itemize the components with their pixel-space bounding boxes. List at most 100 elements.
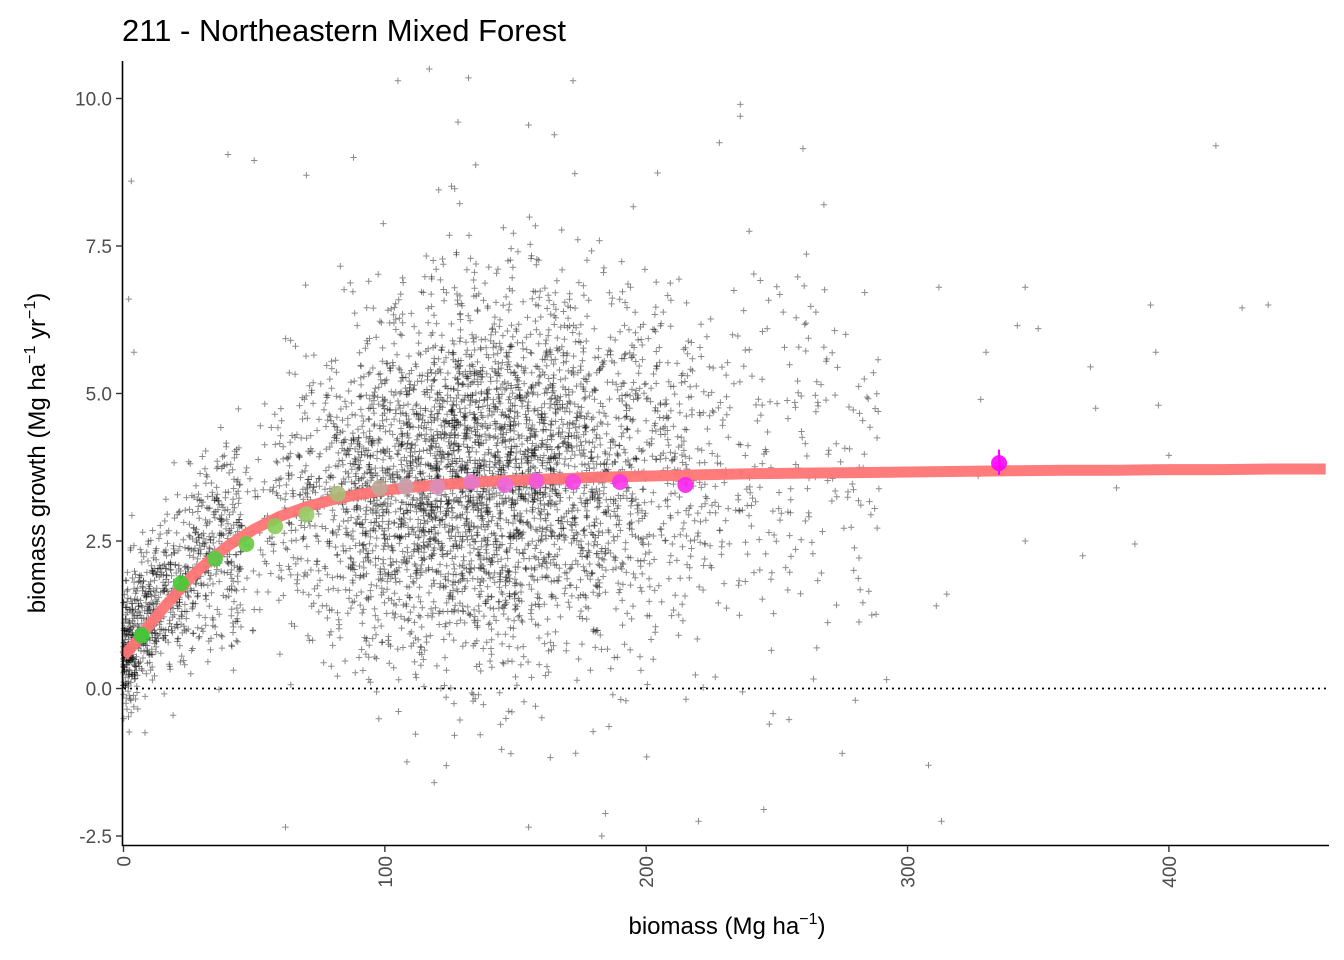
scatter-point <box>218 515 225 523</box>
scatter-point <box>580 383 587 391</box>
scatter-point <box>581 461 589 469</box>
scatter-point <box>367 405 374 412</box>
scatter-point <box>681 378 689 385</box>
scatter-point <box>430 432 437 439</box>
scatter-point <box>497 509 504 517</box>
scatter-point <box>510 422 517 429</box>
scatter-point <box>442 376 449 383</box>
scatter-point <box>415 459 422 467</box>
scatter-point <box>430 577 437 584</box>
scatter-point <box>564 302 572 310</box>
scatter-point <box>392 601 400 609</box>
scatter-point <box>403 583 411 590</box>
scatter-point <box>529 504 536 511</box>
scatter-point <box>428 501 436 508</box>
scatter-point <box>494 435 502 442</box>
scatter-point <box>488 517 495 524</box>
scatter-point <box>857 501 864 509</box>
scatter-point <box>504 555 511 562</box>
scatter-point <box>328 663 335 670</box>
scatter-point <box>288 537 295 545</box>
scatter-point <box>386 427 393 435</box>
scatter-point <box>551 392 559 399</box>
scatter-point <box>561 590 568 597</box>
scatter-point <box>511 415 518 422</box>
scatter-point <box>466 549 474 557</box>
scatter-point <box>329 529 337 537</box>
scatter-point <box>150 601 157 608</box>
scatter-point <box>129 624 136 631</box>
scatter-point <box>480 534 488 542</box>
scatter-point <box>803 452 811 460</box>
scatter-point <box>512 563 519 571</box>
scatter-point <box>404 440 411 447</box>
scatter-point <box>122 604 130 611</box>
scatter-point <box>328 365 335 372</box>
scatter-point <box>480 554 488 562</box>
scatter-point <box>587 496 594 503</box>
scatter-point <box>487 561 494 568</box>
scatter-point <box>794 273 801 281</box>
scatter-point <box>153 545 160 552</box>
scatter-point <box>486 575 494 582</box>
scatter-point <box>833 440 840 447</box>
scatter-point <box>581 484 588 491</box>
scatter-point <box>517 518 524 525</box>
scatter-point <box>452 440 460 447</box>
scatter-point <box>184 564 192 571</box>
scatter-point <box>681 592 689 600</box>
scatter-point <box>368 438 375 446</box>
scatter-point <box>405 531 412 538</box>
scatter-point <box>310 379 317 386</box>
scatter-point <box>498 746 505 753</box>
scatter-point <box>739 507 746 514</box>
scatter-point <box>174 624 181 631</box>
scatter-point <box>487 645 495 652</box>
scatter-point <box>434 431 442 439</box>
scatter-point <box>540 556 548 563</box>
scatter-point <box>195 491 202 498</box>
scatter-point <box>204 658 212 665</box>
scatter-point <box>635 370 642 377</box>
scatter-point <box>126 617 133 625</box>
scatter-point <box>536 509 543 517</box>
scatter-point <box>702 517 709 524</box>
scatter-point <box>425 345 432 352</box>
scatter-point <box>597 418 604 426</box>
scatter-point <box>551 501 558 508</box>
scatter-point <box>131 620 138 627</box>
scatter-point <box>513 527 520 534</box>
scatter-point <box>519 451 527 458</box>
scatter-point <box>372 509 380 516</box>
scatter-point <box>595 532 602 539</box>
scatter-point <box>650 656 657 663</box>
scatter-point <box>558 226 565 234</box>
scatter-point <box>468 351 475 359</box>
scatter-point <box>130 615 138 622</box>
scatter-point <box>616 442 623 449</box>
scatter-point <box>624 554 632 561</box>
scatter-point <box>583 507 591 515</box>
scatter-point <box>235 516 243 523</box>
scatter-point <box>863 393 871 401</box>
scatter-point <box>471 346 478 354</box>
scatter-point <box>588 486 596 493</box>
scatter-point <box>373 497 381 504</box>
scatter-point <box>132 695 139 703</box>
scatter-point <box>302 352 310 360</box>
scatter-point <box>611 359 618 366</box>
scatter-point <box>506 575 514 582</box>
scatter-point <box>276 562 283 569</box>
scatter-point <box>513 546 520 553</box>
scatter-point <box>199 628 207 635</box>
scatter-point <box>488 664 495 671</box>
scatter-point <box>484 509 492 516</box>
scatter-point <box>329 642 336 649</box>
scatter-point <box>496 458 504 465</box>
scatter-point <box>358 521 365 528</box>
scatter-point <box>420 527 427 534</box>
scatter-point <box>602 566 610 574</box>
scatter-point <box>316 475 323 482</box>
scatter-point <box>782 564 789 571</box>
scatter-point <box>228 643 236 650</box>
